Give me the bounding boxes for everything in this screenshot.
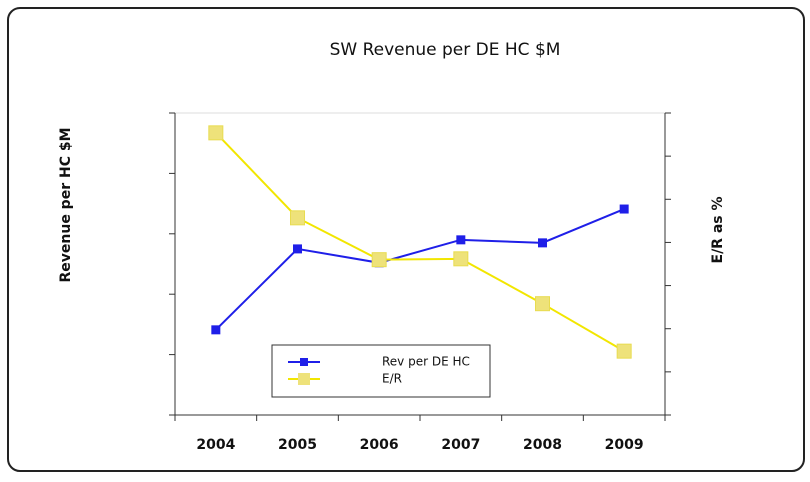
marker bbox=[619, 204, 629, 214]
legend bbox=[271, 344, 491, 398]
marker bbox=[211, 325, 221, 335]
legend-marker bbox=[298, 373, 310, 385]
frame bbox=[7, 7, 805, 472]
marker bbox=[371, 252, 387, 268]
marker bbox=[293, 244, 302, 254]
x-tick-label: 2007 bbox=[441, 437, 480, 453]
y2-axis-label: E/R as % bbox=[710, 196, 726, 263]
legend-marker bbox=[300, 358, 308, 366]
x-tick-label: 2006 bbox=[360, 437, 399, 453]
x-tick-label: 2008 bbox=[523, 437, 562, 453]
y-axis-label: Revenue per HC $M bbox=[58, 127, 74, 282]
x-tick-label: 2004 bbox=[196, 437, 235, 453]
series-line bbox=[215, 132, 625, 353]
marker bbox=[453, 251, 469, 267]
x-tick-label: 2005 bbox=[278, 437, 317, 453]
chart-title: SW Revenue per DE HC $M bbox=[330, 40, 561, 60]
marker bbox=[290, 210, 305, 226]
x-tick-label: 2009 bbox=[605, 437, 644, 453]
legend-label: E/R bbox=[382, 372, 402, 386]
marker bbox=[535, 296, 550, 312]
marker bbox=[616, 343, 632, 359]
series-line bbox=[215, 208, 625, 331]
marker bbox=[538, 238, 547, 248]
marker bbox=[456, 235, 466, 245]
marker bbox=[208, 125, 224, 141]
legend-label: Rev per DE HC bbox=[382, 355, 470, 369]
